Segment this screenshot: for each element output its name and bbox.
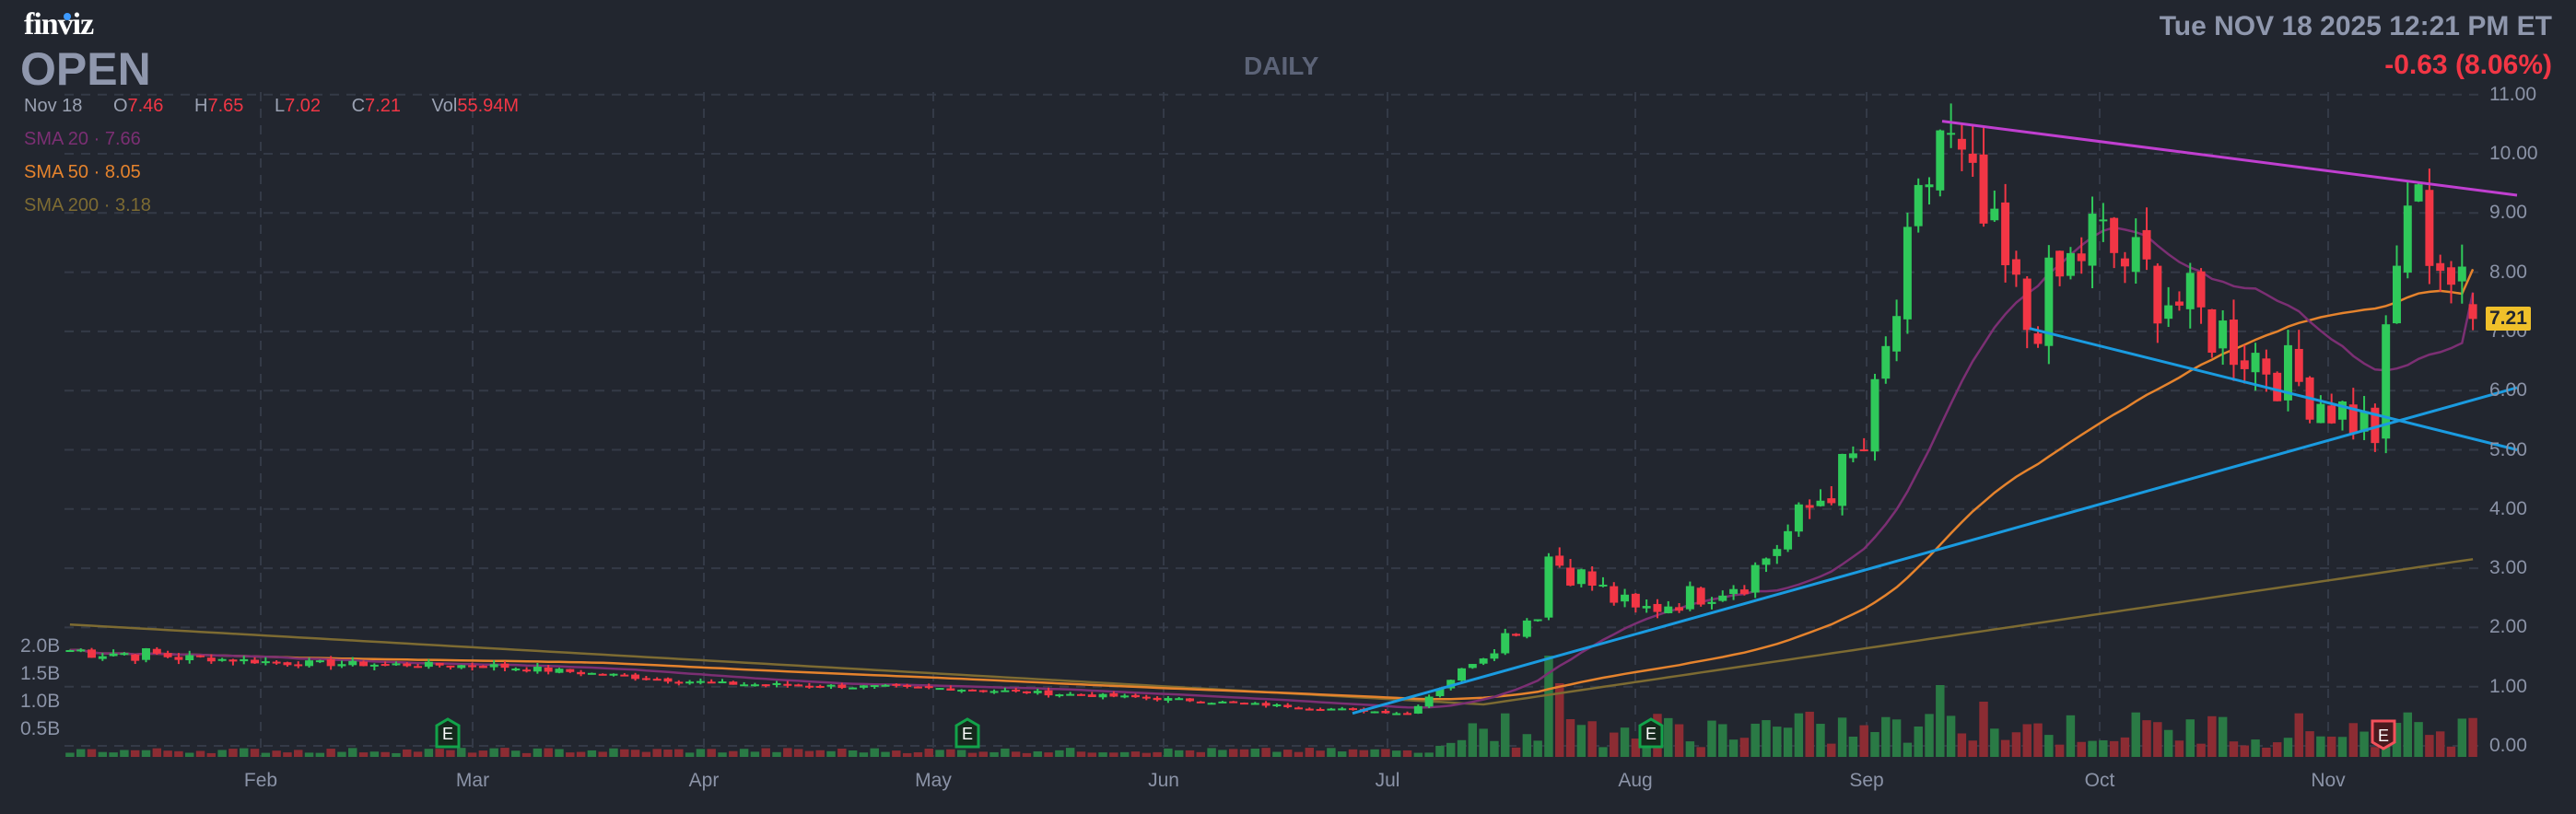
date-tick: Feb — [243, 770, 278, 791]
open-label: O — [112, 96, 128, 116]
volume-tick: 2.0B — [20, 635, 61, 657]
date-tick: May — [915, 770, 952, 791]
close-value: 7.21 — [365, 96, 401, 116]
sma50-value: 8.05 — [104, 162, 141, 182]
volume-tick: 1.5B — [20, 663, 61, 684]
svg-text:E: E — [2378, 727, 2389, 745]
date-tick: Aug — [1618, 770, 1653, 791]
sma50-label: SMA 50 — [24, 162, 89, 182]
volume-label: Vol — [431, 96, 458, 116]
svg-text:E: E — [962, 725, 973, 743]
svg-text:E: E — [1645, 725, 1657, 743]
timeframe-label: DAILY — [1244, 52, 1319, 80]
price-tick: 0.00 — [2489, 735, 2527, 756]
price-tick: 1.00 — [2489, 675, 2527, 697]
low-label: L — [274, 96, 286, 116]
sma200-label: SMA 200 — [24, 195, 100, 215]
logo-dot-icon — [64, 13, 71, 20]
sma50-legend[interactable]: SMA 50 · 8.05 — [24, 162, 141, 183]
high-label: H — [194, 96, 208, 116]
date-tick: Oct — [2084, 770, 2115, 791]
separator: · — [103, 195, 111, 215]
volume-value: 55.94M — [457, 96, 520, 116]
svg-text:E: E — [442, 725, 453, 743]
open-value: 7.46 — [127, 96, 164, 116]
price-change: -0.63 (8.06%) — [2384, 50, 2552, 80]
last-price-badge: 7.21 — [2486, 307, 2531, 331]
date-tick: Jun — [1148, 770, 1179, 791]
separator: · — [93, 129, 100, 149]
volume-tick: 0.5B — [20, 718, 61, 739]
price-tick: 6.00 — [2489, 379, 2527, 401]
sma200-value: 3.18 — [114, 195, 151, 215]
date-tick: Apr — [688, 770, 720, 791]
price-tick: 3.00 — [2489, 557, 2527, 579]
date-tick: Jul — [1375, 770, 1400, 791]
earnings-marker[interactable]: E — [2370, 718, 2397, 751]
separator: · — [93, 162, 100, 182]
price-tick: 5.00 — [2489, 438, 2527, 460]
ticker-symbol: OPEN — [20, 43, 151, 95]
earnings-marker[interactable]: E — [434, 716, 462, 750]
ohlc-date: Nov 18 — [24, 96, 83, 116]
sma20-label: SMA 20 — [24, 129, 89, 149]
price-tick: 4.00 — [2489, 497, 2527, 519]
earnings-marker[interactable]: E — [1637, 716, 1665, 750]
low-value: 7.02 — [285, 96, 322, 116]
earnings-marker[interactable]: E — [954, 716, 981, 750]
price-tick: 8.00 — [2489, 261, 2527, 283]
date-tick: Nov — [2311, 770, 2346, 791]
price-tick: 11.00 — [2489, 83, 2536, 105]
price-tick: 9.00 — [2489, 202, 2527, 224]
date-tick: Mar — [455, 770, 490, 791]
close-label: C — [351, 96, 366, 116]
ohlc-legend: Nov 18 O7.46 H7.65 L7.02 C7.21 Vol55.94M — [24, 96, 519, 117]
volume-tick: 1.0B — [20, 691, 61, 712]
date-tick: Sep — [1849, 770, 1884, 791]
high-value: 7.65 — [207, 96, 244, 116]
sma20-value: 7.66 — [104, 129, 141, 149]
sma20-legend[interactable]: SMA 20 · 7.66 — [24, 129, 141, 150]
datetime-label: Tue NOV 18 2025 12:21 PM ET — [2159, 11, 2552, 41]
price-tick: 10.00 — [2489, 143, 2538, 164]
price-tick: 2.00 — [2489, 616, 2527, 638]
finviz-logo[interactable]: finviz — [24, 7, 94, 41]
sma200-legend[interactable]: SMA 200 · 3.18 — [24, 195, 151, 216]
